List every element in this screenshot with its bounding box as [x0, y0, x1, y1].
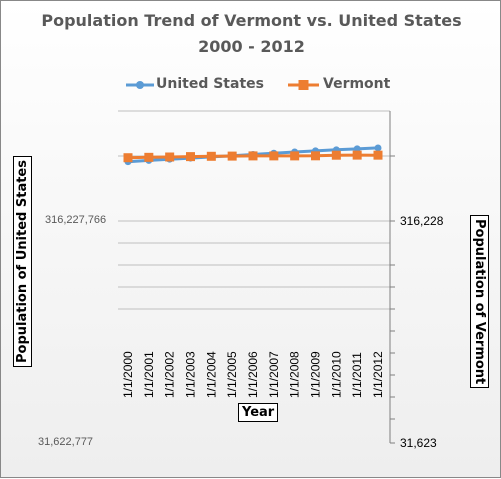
data-point-united-states — [374, 144, 382, 152]
chart-subtitle: 2000 - 2012 — [198, 37, 305, 56]
data-point-vermont — [352, 150, 362, 160]
left-tick-label-low: 31,622,777 — [38, 436, 94, 448]
x-tick-label: 1/1/2008 — [287, 351, 302, 398]
data-point-vermont — [373, 150, 383, 160]
data-point-vermont — [186, 152, 195, 162]
legend-label-vermont: Vermont — [323, 76, 391, 92]
x-tick-label: 1/1/2012 — [371, 351, 385, 398]
data-point-vermont — [331, 150, 341, 160]
x-tick-label: 1/1/2009 — [308, 351, 323, 398]
x-tick-label: 1/1/2000 — [121, 351, 135, 398]
left-tick-label-high: 316,227,766 — [45, 214, 107, 226]
x-tick-label: 1/1/2002 — [162, 351, 177, 398]
x-tick-label: 1/1/2003 — [183, 351, 198, 398]
x-tick-label: 1/1/2004 — [204, 351, 219, 398]
data-point-vermont — [248, 151, 258, 161]
x-tick-label: 1/1/2011 — [350, 352, 365, 398]
x-tick-label: 1/1/2001 — [141, 351, 156, 398]
data-point-vermont — [311, 151, 320, 161]
data-point-vermont — [123, 153, 133, 163]
legend-marker-vermont — [298, 80, 309, 90]
x-tick-label: 1/1/2010 — [329, 351, 344, 398]
y-axis-label-right: Population of Vermont — [470, 215, 489, 389]
data-point-vermont — [165, 152, 175, 162]
legend-label-united-states: United States — [156, 76, 264, 92]
x-tick-label: 1/1/2006 — [246, 351, 260, 398]
data-point-vermont — [290, 151, 300, 161]
data-point-vermont — [227, 151, 237, 161]
x-tick-label: 1/1/2007 — [266, 351, 281, 398]
x-axis-label: Year — [238, 403, 279, 422]
x-tick-label: 1/1/2005 — [225, 351, 240, 398]
y-axis-label-left: Population of United States — [13, 156, 32, 367]
data-point-vermont — [144, 152, 154, 162]
legend-marker-united-states — [136, 81, 144, 89]
chart-title: Population Trend of Vermont vs. United S… — [41, 11, 462, 30]
right-tick-label-low: 31,623 — [400, 436, 437, 450]
right-tick-label-high: 316,228 — [400, 214, 444, 228]
data-point-vermont — [269, 151, 279, 161]
data-point-vermont — [206, 151, 216, 161]
